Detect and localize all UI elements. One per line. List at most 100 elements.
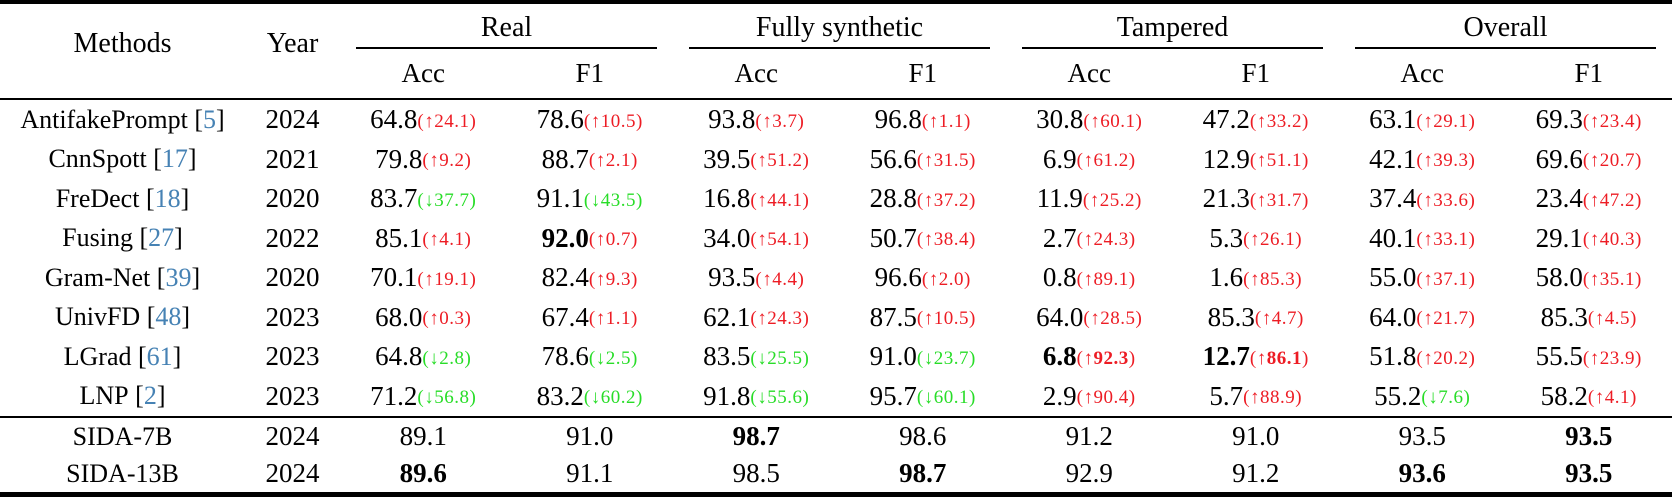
up-arrow-icon: ↑ xyxy=(1083,347,1094,369)
col-group-fully-synthetic: Fully synthetic xyxy=(673,4,1006,49)
delta-value: 21.7 xyxy=(1433,308,1469,330)
delta-value: 23.4 xyxy=(1599,110,1635,132)
increase-annotation: (↑1.1) xyxy=(588,308,638,330)
up-arrow-icon: ↑ xyxy=(1250,387,1260,409)
metric-value: 93.6 xyxy=(1398,458,1446,488)
cell-cnnspott-tampered-acc: 6.9 (↑61.2) xyxy=(1006,140,1173,180)
delta-value: 86.1 xyxy=(1266,347,1302,369)
metric-value: 83.2 xyxy=(536,380,584,411)
down-arrow-icon: ↓ xyxy=(424,387,435,409)
down-arrow-icon: ↓ xyxy=(590,189,601,211)
citation-link[interactable]: 61 xyxy=(146,341,173,371)
increase-annotation: (↑61.2) xyxy=(1076,150,1136,172)
year-cell-univfd: 2023 xyxy=(265,301,320,332)
year-cell-cnnspott: 2021 xyxy=(265,143,320,174)
increase-annotation: (↑0.7) xyxy=(588,229,638,251)
citation-link[interactable]: 48 xyxy=(155,302,182,332)
down-arrow-icon: ↓ xyxy=(923,347,934,369)
metric-value: 82.4 xyxy=(541,262,589,293)
decrease-annotation: (↓23.7) xyxy=(916,347,976,369)
citation-link[interactable]: 27 xyxy=(148,223,175,253)
metric-value: 93.5 xyxy=(1565,458,1613,488)
citation-link[interactable]: 17 xyxy=(161,144,188,174)
delta-value: 4.1 xyxy=(439,229,465,251)
cell-cnnspott-overall-f1: 69.6 (↑20.7) xyxy=(1506,140,1672,180)
method-name: Gram-Net xyxy=(44,262,151,292)
cell-cnnspott-synthetic-acc: 39.5 (↑51.2) xyxy=(673,140,840,180)
citation-link[interactable]: 18 xyxy=(154,183,181,213)
cell-cnnspott-real-f1: 88.7 (↑2.1) xyxy=(507,140,674,180)
cell-cnnspott-synthetic-f1: 56.6 (↑31.5) xyxy=(840,140,1007,180)
metric-value: 34.0 xyxy=(703,222,751,253)
cell-cnnspott-tampered-f1: 12.9 (↑51.1) xyxy=(1173,140,1340,180)
increase-annotation: (↑37.1) xyxy=(1416,268,1476,290)
method-name: Fusing xyxy=(62,223,133,253)
col-header-real-acc: Acc xyxy=(401,58,445,88)
up-arrow-icon: ↑ xyxy=(595,308,606,330)
metric-value: 96.8 xyxy=(874,104,922,135)
up-arrow-icon: ↑ xyxy=(1423,308,1434,330)
increase-annotation: (↑31.7) xyxy=(1249,189,1309,211)
col-group-overall: Overall xyxy=(1339,4,1672,49)
up-arrow-icon: ↑ xyxy=(928,268,939,290)
method-name: SIDA-13B xyxy=(66,458,179,488)
cell-sida-13b-synthetic-f1: 98.7 xyxy=(840,455,1007,492)
cell-gram-net-real-f1: 82.4 (↑9.3) xyxy=(507,258,674,298)
citation-link[interactable]: 5 xyxy=(203,104,217,134)
cell-fredect-synthetic-acc: 16.8 (↑44.1) xyxy=(673,179,840,219)
up-arrow-icon: ↑ xyxy=(1261,308,1272,330)
metric-value: 55.5 xyxy=(1535,341,1583,372)
up-arrow-icon: ↑ xyxy=(1589,110,1600,132)
increase-annotation: (↑10.5) xyxy=(916,308,976,330)
metric-value: 98.5 xyxy=(732,458,780,488)
delta-value: 43.5 xyxy=(600,189,636,211)
metric-value: 12.7 xyxy=(1202,341,1250,372)
year-cell-lgrad: 2023 xyxy=(265,341,320,372)
delta-value: 85.3 xyxy=(1260,268,1296,290)
delta-value: 51.1 xyxy=(1266,150,1302,172)
col-group-real-label: Real xyxy=(480,11,533,43)
year-cell-sida-13b: 2024 xyxy=(265,458,320,488)
cell-univfd-synthetic-acc: 62.1 (↑24.3) xyxy=(673,298,840,338)
metric-value: 93.5 xyxy=(1565,421,1613,451)
cell-antifakeprompt-overall-acc: 63.1 (↑29.1) xyxy=(1339,100,1506,140)
up-arrow-icon: ↑ xyxy=(1083,150,1094,172)
delta-value: 33.2 xyxy=(1266,110,1302,132)
cell-cnnspott-overall-acc: 42.1 (↑39.3) xyxy=(1339,140,1506,180)
delta-value: 88.9 xyxy=(1260,387,1296,409)
decrease-annotation: (↓55.6) xyxy=(750,387,810,409)
metric-value: 78.6 xyxy=(541,341,589,372)
delta-value: 92.3 xyxy=(1093,347,1129,369)
delta-value: 9.2 xyxy=(439,150,465,172)
up-arrow-icon: ↑ xyxy=(1589,229,1600,251)
cell-lnp-real-f1: 83.2 (↓60.2) xyxy=(507,377,674,417)
decrease-annotation: (↓37.7) xyxy=(417,189,477,211)
metric-value: 96.6 xyxy=(874,262,922,293)
cell-fredect-real-acc: 83.7 (↓37.7) xyxy=(340,179,507,219)
citation-link[interactable]: 39 xyxy=(165,262,192,292)
increase-annotation: (↑3.7) xyxy=(755,110,805,132)
up-arrow-icon: ↑ xyxy=(1423,110,1434,132)
metric-value: 68.0 xyxy=(375,301,423,332)
up-arrow-icon: ↑ xyxy=(1083,387,1094,409)
method-name: CnnSpott xyxy=(48,144,147,174)
increase-annotation: (↑92.3) xyxy=(1076,347,1136,369)
up-arrow-icon: ↑ xyxy=(1090,308,1101,330)
delta-value: 25.2 xyxy=(1099,189,1135,211)
down-arrow-icon: ↓ xyxy=(429,347,440,369)
delta-value: 4.5 xyxy=(1604,308,1630,330)
cell-gram-net-tampered-acc: 0.8 (↑89.1) xyxy=(1006,258,1173,298)
delta-value: 7.6 xyxy=(1438,387,1464,409)
table-header: Methods Year Real Fully synthetic Tamper… xyxy=(0,4,1672,100)
delta-value: 1.1 xyxy=(605,308,631,330)
metric-value: 92.9 xyxy=(1065,458,1113,488)
metric-value: 64.8 xyxy=(375,341,423,372)
col-header-real-f1: F1 xyxy=(575,58,605,88)
delta-value: 23.9 xyxy=(1599,347,1635,369)
metric-value: 6.8 xyxy=(1042,341,1077,372)
citation-link[interactable]: 2 xyxy=(143,381,157,411)
cell-lgrad-real-acc: 64.8 (↓2.8) xyxy=(340,337,507,377)
up-arrow-icon: ↑ xyxy=(1090,110,1101,132)
up-arrow-icon: ↑ xyxy=(1250,229,1260,251)
